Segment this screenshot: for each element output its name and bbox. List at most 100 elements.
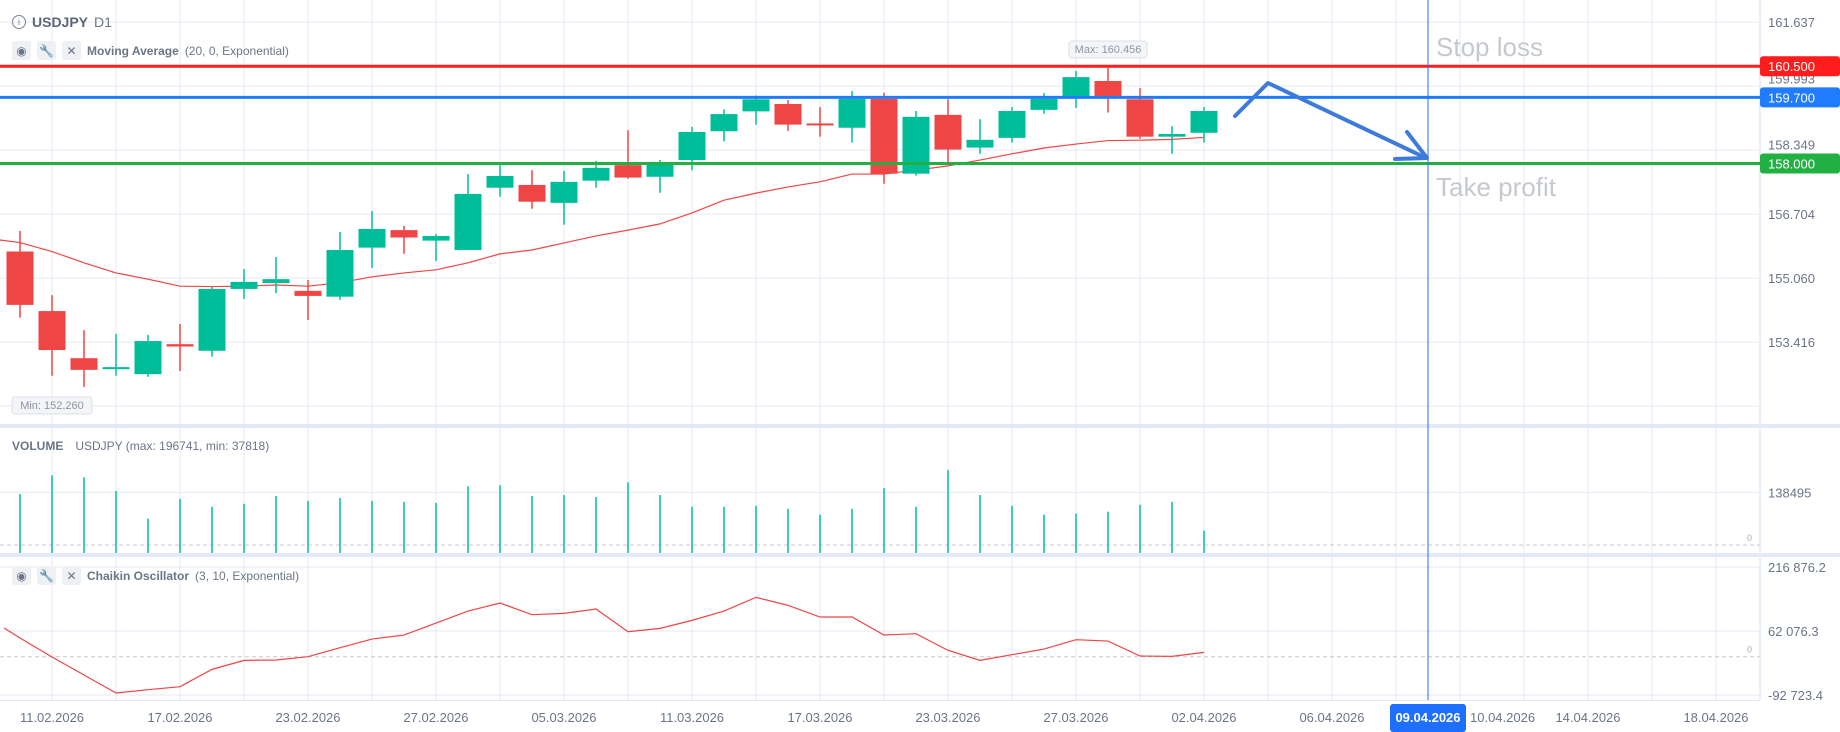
date-axis-label: 14.04.2026: [1555, 710, 1620, 725]
entry-price-label: 159.700: [1768, 90, 1815, 105]
crosshair-date-tag: [1390, 704, 1466, 732]
candle[interactable]: [518, 170, 546, 209]
candle[interactable]: [358, 211, 386, 268]
stop-loss-price-tag[interactable]: [1760, 56, 1840, 77]
date-axis-label: 17.03.2026: [787, 710, 852, 725]
chaikin-params: (3, 10, Exponential): [195, 568, 300, 583]
candle[interactable]: [774, 100, 802, 131]
max-price-label: Max: 160.456: [1075, 44, 1142, 56]
moving-average-line: [0, 136, 1205, 288]
candle-body: [582, 167, 610, 181]
candle[interactable]: [902, 110, 930, 176]
candle[interactable]: [262, 256, 290, 294]
candle-body: [838, 98, 866, 128]
candle-body: [646, 161, 674, 177]
close-icon[interactable]: ✕: [62, 566, 81, 585]
candle-body: [966, 139, 994, 148]
candle[interactable]: [1094, 67, 1122, 113]
candle-body: [710, 114, 738, 132]
chaikin-axis-label: -92 723.4: [1768, 688, 1823, 703]
chaikin-header: ◉ 🔧 ✕ Chaikin Oscillator (3, 10, Exponen…: [12, 566, 299, 585]
candle[interactable]: [166, 323, 194, 372]
candle-body: [934, 114, 962, 150]
candle[interactable]: [326, 232, 354, 300]
volume-zero-label: 0: [1747, 533, 1752, 543]
take-profit-price-label: 158.000: [1768, 157, 1815, 172]
candle-body: [550, 181, 578, 203]
candle-body: [1158, 133, 1186, 137]
candle[interactable]: [966, 119, 994, 154]
candle[interactable]: [230, 269, 258, 300]
candle-body: [454, 193, 482, 250]
candle-body: [134, 341, 162, 375]
stop-loss-text[interactable]: Stop loss: [1436, 32, 1543, 62]
candle-body: [358, 228, 386, 248]
candle[interactable]: [1158, 126, 1186, 154]
candle[interactable]: [390, 225, 418, 254]
price-axis-label: 155.060: [1768, 271, 1815, 286]
price-axis-label: 153.416: [1768, 335, 1815, 350]
ma-indicator-header: ◉ 🔧 ✕ Moving Average (20, 0, Exponential…: [12, 41, 289, 60]
timeframe[interactable]: D1: [94, 14, 112, 30]
chaikin-name: Chaikin Oscillator: [87, 568, 190, 583]
candle[interactable]: [806, 107, 834, 137]
candle[interactable]: [550, 170, 578, 225]
candle[interactable]: [1062, 70, 1090, 108]
candle[interactable]: [998, 107, 1026, 143]
candle-body: [742, 99, 770, 112]
info-icon[interactable]: i: [12, 15, 26, 29]
candle[interactable]: [838, 91, 866, 143]
trend-arrow-drawing[interactable]: [1233, 81, 1428, 160]
candle-body: [70, 358, 98, 370]
stop-loss-price-label: 160.500: [1768, 59, 1815, 74]
candle-body: [870, 98, 898, 174]
take-profit-price-tag[interactable]: [1760, 153, 1840, 174]
candle-body: [614, 165, 642, 178]
date-axis-label: 10.04.2026: [1470, 710, 1535, 725]
candle[interactable]: [102, 334, 130, 376]
chaikin-axis-label: 62 076.3: [1768, 624, 1819, 639]
price-axis-label: 158.349: [1768, 138, 1815, 153]
candle[interactable]: [38, 295, 66, 376]
candle[interactable]: [454, 174, 482, 250]
pane-separator[interactable]: [0, 553, 1840, 557]
candle[interactable]: [70, 330, 98, 388]
candle[interactable]: [1126, 88, 1154, 139]
arrow-head: [1393, 130, 1429, 161]
eye-icon[interactable]: ◉: [12, 41, 31, 60]
symbol-header: i USDJPY D1: [12, 14, 112, 30]
time-axis-border: [0, 700, 1760, 701]
date-axis-label: 17.02.2026: [147, 710, 212, 725]
candle[interactable]: [582, 160, 610, 188]
candle-body: [390, 230, 418, 238]
chaikin-axis-label: 216 876.2: [1768, 560, 1826, 575]
candle[interactable]: [422, 234, 450, 261]
min-price-label: Min: 152.260: [20, 400, 84, 412]
candle[interactable]: [710, 109, 738, 142]
candle[interactable]: [6, 230, 34, 318]
close-icon[interactable]: ✕: [62, 41, 81, 60]
candle[interactable]: [294, 279, 322, 321]
candle[interactable]: [1190, 107, 1218, 143]
eye-icon[interactable]: ◉: [12, 566, 31, 585]
candle[interactable]: [134, 334, 162, 377]
candle-body: [230, 281, 258, 289]
candle[interactable]: [742, 95, 770, 125]
pane-separator[interactable]: [0, 424, 1840, 428]
candle[interactable]: [646, 160, 674, 193]
candle[interactable]: [614, 130, 642, 179]
entry-price-tag[interactable]: [1760, 87, 1840, 108]
candle[interactable]: [198, 286, 226, 357]
take-profit-text[interactable]: Take profit: [1436, 172, 1557, 202]
wrench-icon[interactable]: 🔧: [37, 41, 56, 60]
candle[interactable]: [870, 92, 898, 184]
candle-body: [1062, 77, 1090, 97]
candle[interactable]: [678, 126, 706, 171]
symbol-name: USDJPY: [32, 14, 89, 30]
candle[interactable]: [486, 165, 514, 197]
wrench-icon[interactable]: 🔧: [37, 566, 56, 585]
candle[interactable]: [934, 99, 962, 164]
chaikin-zero-label: 0: [1747, 645, 1752, 655]
candle-body: [998, 110, 1026, 138]
